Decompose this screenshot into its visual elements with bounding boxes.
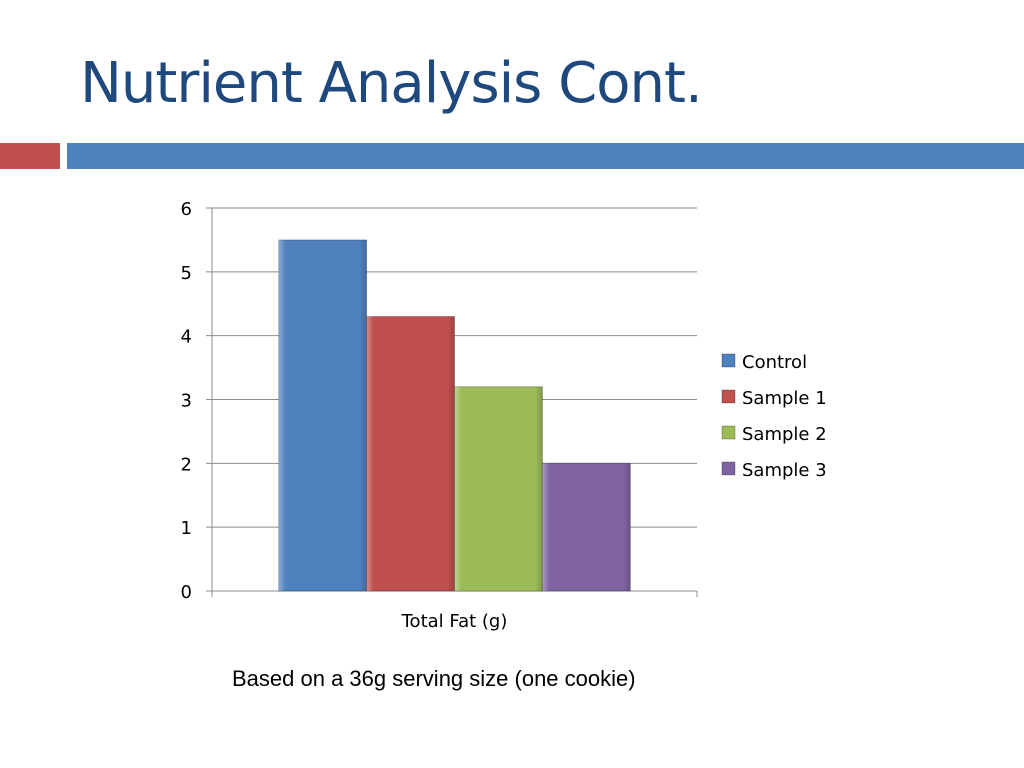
legend-swatch-sample-1 bbox=[721, 389, 736, 404]
axis-labels: 0 1 2 3 4 5 6 Total Fat (g) bbox=[181, 199, 508, 632]
y-tick-label: 2 bbox=[181, 454, 192, 475]
y-tick-label: 6 bbox=[181, 199, 192, 220]
serving-size-footnote: Based on a 36g serving size (one cookie) bbox=[232, 666, 636, 691]
x-category-label: Total Fat (g) bbox=[401, 611, 508, 632]
y-tick-label: 4 bbox=[181, 327, 192, 348]
y-tick-label: 0 bbox=[181, 582, 192, 603]
title-accent-bar-red bbox=[0, 143, 60, 169]
y-tick-label: 3 bbox=[181, 391, 192, 412]
bar-shine-sample-1 bbox=[366, 316, 455, 591]
legend-swatch-control bbox=[721, 353, 736, 368]
bar-shine-sample-2 bbox=[454, 386, 543, 591]
y-tick-label: 1 bbox=[181, 518, 192, 539]
bar-shine-control bbox=[278, 239, 367, 591]
title-accent-bar-blue bbox=[67, 143, 1024, 169]
legend-label-sample-1: Sample 1 bbox=[742, 388, 827, 409]
legend-label-control: Control bbox=[742, 352, 807, 373]
legend-label-sample-3: Sample 3 bbox=[742, 460, 827, 481]
bars bbox=[278, 239, 631, 592]
legend-label-sample-2: Sample 2 bbox=[742, 424, 827, 445]
y-tick-label: 5 bbox=[181, 263, 192, 284]
legend-swatch-sample-2 bbox=[721, 425, 736, 440]
slide-title: Nutrient Analysis Cont. bbox=[80, 51, 703, 116]
bar-shine-sample-3 bbox=[542, 463, 631, 591]
legend-swatch-sample-3 bbox=[721, 461, 736, 476]
legend: Control Sample 1 Sample 2 Sample 3 bbox=[721, 352, 827, 481]
